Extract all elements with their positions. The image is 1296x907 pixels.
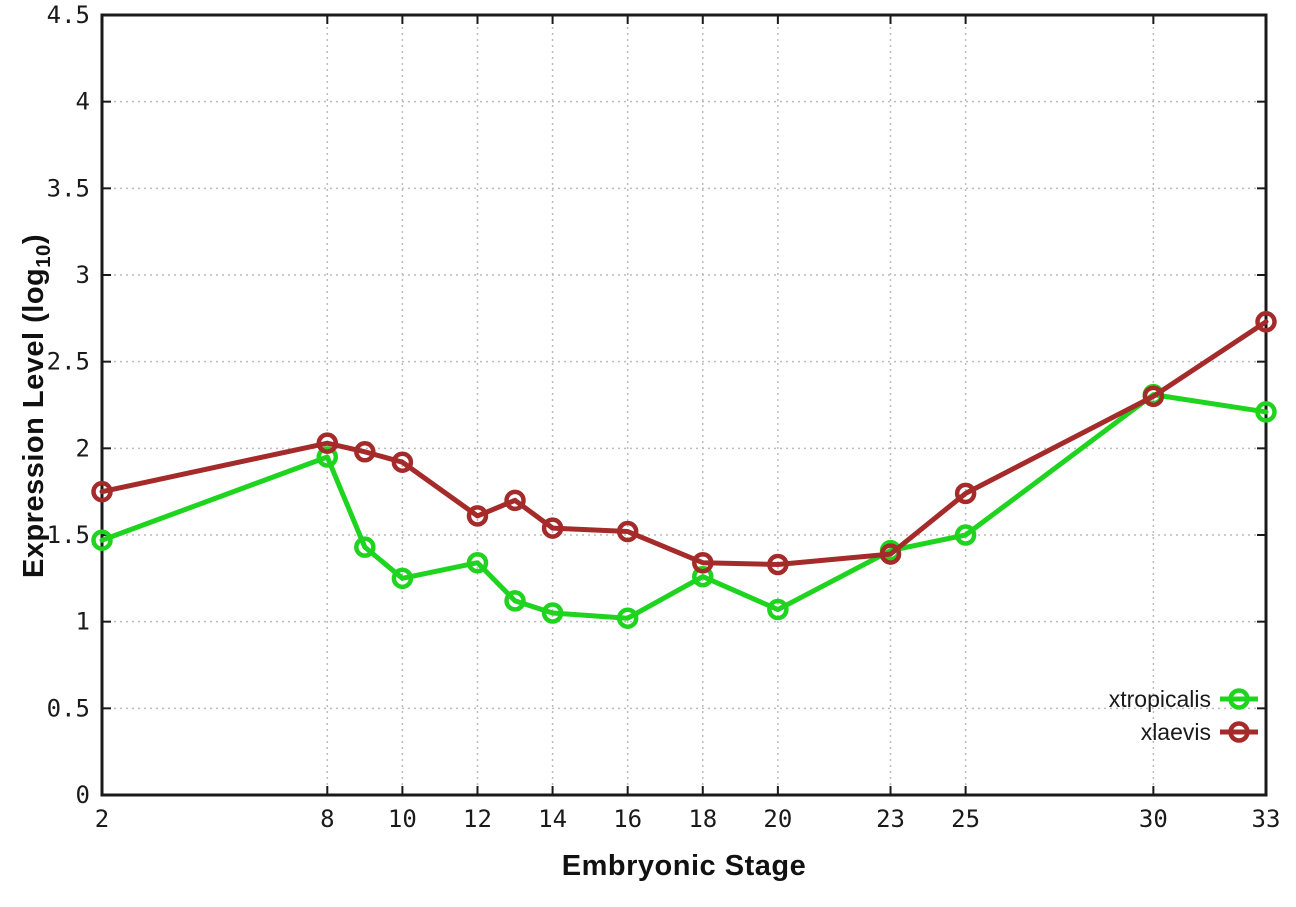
data-point-xtropicalis: [504, 590, 526, 612]
x-tick-label: 25: [951, 805, 980, 833]
x-tick-label: 16: [613, 805, 642, 833]
x-tick-label: 12: [463, 805, 492, 833]
x-tick-label: 20: [763, 805, 792, 833]
data-point-xtropicalis: [354, 536, 376, 558]
data-point-xtropicalis: [541, 602, 564, 624]
gridlines: [102, 15, 1266, 795]
data-point-xlaevis: [504, 489, 526, 512]
y-tick-label: 4.5: [47, 1, 90, 29]
legend-marker-xlaevis: [1228, 721, 1250, 743]
data-point-xlaevis: [91, 480, 113, 503]
legend-label-xlaevis: xlaevis: [1141, 719, 1211, 745]
data-point-xtropicalis: [316, 446, 339, 468]
y-axis-title-subscript: 10: [32, 244, 55, 268]
data-point-xlaevis: [1255, 311, 1277, 333]
data-point-xtropicalis: [954, 524, 977, 546]
plot-frame: [100, 13, 1268, 797]
data-point-xtropicalis: [767, 598, 789, 621]
data-point-xlaevis: [354, 441, 376, 463]
y-axis-title: Expression Level (log10): [13, 106, 55, 706]
data-point-xtropicalis: [391, 567, 414, 590]
data-point-xtropicalis: [1255, 401, 1277, 423]
data-point-xtropicalis: [466, 551, 489, 574]
y-axis-title-close: ): [18, 234, 50, 245]
legend-marker-xtropicalis: [1228, 688, 1250, 710]
series-xlaevis: [91, 311, 1277, 576]
data-point-xtropicalis: [91, 529, 113, 551]
x-tick-label: 8: [320, 805, 334, 833]
y-tick-label: 3.5: [47, 174, 90, 202]
x-tick-label: 30: [1139, 805, 1168, 833]
series-xtropicalis: [91, 383, 1277, 629]
legend-label-xtropicalis: xtropicalis: [1109, 686, 1211, 712]
data-point-xlaevis: [391, 451, 414, 473]
y-tick-label: 0: [76, 781, 90, 809]
legend-item-xlaevis: xlaevis: [1141, 719, 1258, 745]
y-tick-label: 1: [76, 608, 90, 636]
data-point-xlaevis: [616, 520, 639, 543]
x-tick-label: 33: [1252, 805, 1281, 833]
x-tick-label: 14: [538, 805, 567, 833]
data-point-xlaevis: [692, 551, 714, 574]
data-point-xlaevis: [1142, 385, 1165, 408]
x-tick-label: 18: [688, 805, 717, 833]
data-point-xlaevis: [466, 505, 489, 527]
x-axis-title: Embryonic Stage: [561, 850, 807, 882]
data-point-xlaevis: [541, 517, 564, 539]
y-tick-label: 0.5: [47, 694, 90, 722]
data-point-xtropicalis: [616, 607, 639, 629]
x-tick-label: 2: [95, 805, 109, 833]
legend-item-xtropicalis: xtropicalis: [1109, 686, 1258, 712]
x-tick-label: 10: [388, 805, 417, 833]
y-tick-label: 2.5: [47, 348, 90, 376]
data-point-xlaevis: [316, 432, 339, 454]
y-tick-label: 1.5: [47, 521, 90, 549]
data-point-xlaevis: [954, 482, 977, 505]
y-tick-label: 4: [76, 88, 90, 116]
data-point-xtropicalis: [692, 565, 714, 588]
y-tick-label: 2: [76, 434, 90, 462]
y-tick-label: 3: [76, 261, 90, 289]
x-tick-label: 23: [876, 805, 905, 833]
data-point-xlaevis: [879, 543, 902, 565]
legend: xtropicalis xlaevis: [1109, 686, 1258, 745]
axis-ticks: [101, 14, 1267, 796]
y-axis-title-text: Expression Level (log: [18, 267, 50, 578]
data-point-xlaevis: [767, 553, 789, 576]
